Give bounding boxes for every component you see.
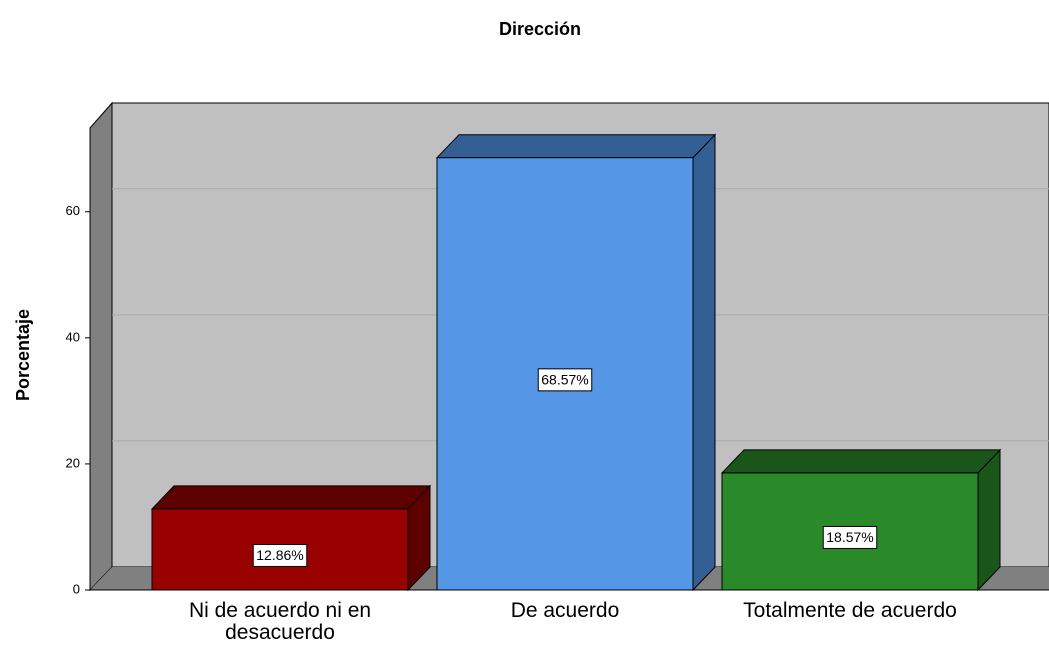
bar-top [720, 449, 1002, 474]
bar-side [977, 448, 1001, 592]
bar-top [150, 485, 432, 510]
data-label-box [537, 368, 593, 392]
bar-top [435, 134, 717, 159]
x-tick-label: Ni de acuerdo ni en desacuerdo [188, 599, 372, 644]
y-axis-title: Porcentaje [13, 309, 33, 401]
data-label-box [252, 543, 308, 567]
side-wall [89, 101, 113, 592]
bar-side [692, 133, 716, 592]
y-tick-label: 20 [66, 455, 80, 470]
y-tick-label: 0 [73, 581, 80, 596]
y-tick-label: 40 [66, 329, 80, 344]
data-label-box [822, 525, 878, 549]
y-tick-label: 60 [66, 203, 80, 218]
data-label: 12.86% [256, 547, 303, 563]
chart-title: Dirección [499, 19, 581, 39]
data-label: 68.57% [541, 372, 588, 388]
x-tick-label: Totalmente de acuerdo [743, 599, 957, 622]
data-label: 18.57% [826, 529, 873, 545]
x-tick-label: De acuerdo [510, 599, 620, 622]
